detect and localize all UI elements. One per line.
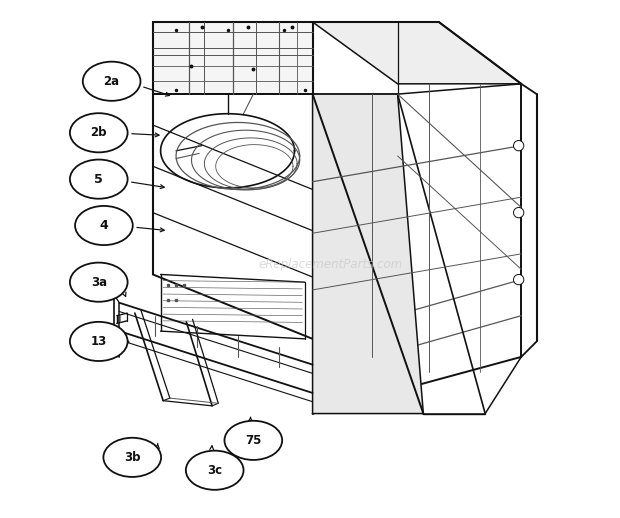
Circle shape — [513, 208, 524, 218]
Text: 3a: 3a — [91, 276, 107, 289]
Ellipse shape — [83, 62, 141, 101]
Circle shape — [513, 140, 524, 151]
Text: 2a: 2a — [104, 75, 120, 88]
Ellipse shape — [224, 421, 282, 460]
Polygon shape — [312, 94, 423, 413]
Text: 3b: 3b — [124, 451, 141, 464]
Text: 3c: 3c — [207, 464, 222, 477]
Text: 2b: 2b — [91, 126, 107, 139]
Ellipse shape — [186, 451, 244, 490]
Ellipse shape — [75, 206, 133, 245]
Circle shape — [513, 275, 524, 285]
Ellipse shape — [70, 160, 128, 199]
Text: 4: 4 — [100, 219, 108, 232]
Text: 75: 75 — [245, 434, 262, 447]
Polygon shape — [312, 22, 521, 84]
Ellipse shape — [70, 113, 128, 152]
Ellipse shape — [70, 263, 128, 302]
Text: eReplacementParts.com: eReplacementParts.com — [259, 257, 403, 270]
Text: 13: 13 — [91, 335, 107, 348]
Polygon shape — [153, 22, 312, 94]
Ellipse shape — [104, 438, 161, 477]
Ellipse shape — [70, 322, 128, 361]
Text: 5: 5 — [94, 172, 103, 185]
